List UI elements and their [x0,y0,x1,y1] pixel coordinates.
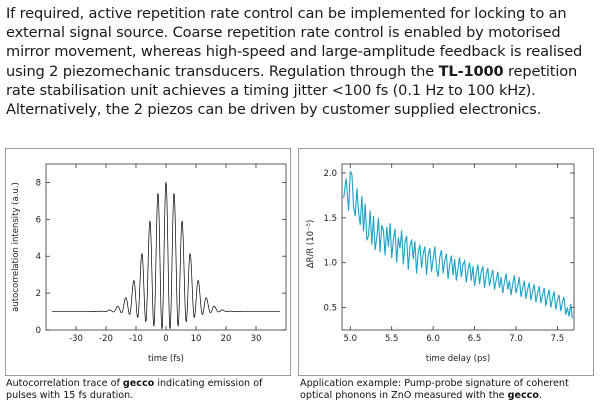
caption-text: Autocorrelation trace of [6,378,123,389]
autocorrelation-figure: -30 -20 -10 0 10 20 30 0 2 4 6 8 time (fs) autocorr… [5,148,291,376]
left-figure-caption: Autocorrelation trace of gecco indicatin… [6,378,296,402]
y-tick-label: 0.5 [323,304,337,314]
caption-text: indicating emission of pulses with 15 fs… [6,378,263,402]
x-tick-label: -10 [129,334,143,344]
x-tick-label: 6.0 [426,334,440,344]
x-tick-label: -20 [99,334,113,344]
x-axis-label: time delay (ps) [426,354,490,364]
pump-probe-chart: 5.0 5.5 6.0 6.5 7.0 7.5 0.5 1.0 1.5 2.0 time dela… [306,163,575,364]
y-tick-label: 6 [36,215,41,225]
intro-paragraph: If required, active repetition rate cont… [6,4,596,119]
y-tick-label: 0 [36,326,41,336]
intro-text-part1: If required, active repetition rate cont… [6,5,583,80]
caption-product: gecco [122,378,155,389]
pump-probe-trace [343,170,573,319]
x-tick-label: 7.5 [551,334,565,344]
y-tick-label: 8 [36,178,41,188]
y-axis-label: autocorrelation intensity (a.u.) [11,182,21,312]
x-tick-label: 0 [163,334,168,344]
product-name: TL-1000 [438,62,504,80]
caption-text: . [538,390,543,402]
pump-probe-figure: 5.0 5.5 6.0 6.5 7.0 7.5 0.5 1.0 1.5 2.0 time dela… [298,148,594,376]
x-tick-label: 30 [251,334,262,344]
x-tick-label: 7.0 [509,334,523,344]
x-tick-label: 10 [191,334,202,344]
autocorrelation-chart: -30 -20 -10 0 10 20 30 0 2 4 6 8 time (fs) autocorr… [11,163,287,364]
y-tick-label: 1.5 [323,214,337,224]
intro-text-part2: repetition rate stabilisation unit achie… [6,62,578,119]
y-tick-label: 2 [36,289,41,299]
x-tick-label: 5.0 [344,334,358,344]
right-figure-caption: Application example: Pump-probe signatur… [300,378,596,402]
x-tick-label: 5.5 [385,334,399,344]
y-tick-label: 2.0 [323,169,337,179]
plot-frame [45,163,287,331]
caption-product: gecco [507,390,539,402]
plot-frame [341,163,575,331]
x-axis-label: time (fs) [148,354,184,364]
y-axis-label: ΔR/R (10⁻⁵) [306,220,316,269]
y-tick-label: 1.0 [323,259,337,269]
autocorrelation-trace [52,181,280,330]
x-tick-label: 6.5 [468,334,482,344]
x-tick-label: -30 [69,334,83,344]
caption-text: Application example: Pump-probe signatur… [300,378,569,402]
x-tick-label: 20 [221,334,232,344]
y-tick-label: 4 [36,252,41,262]
